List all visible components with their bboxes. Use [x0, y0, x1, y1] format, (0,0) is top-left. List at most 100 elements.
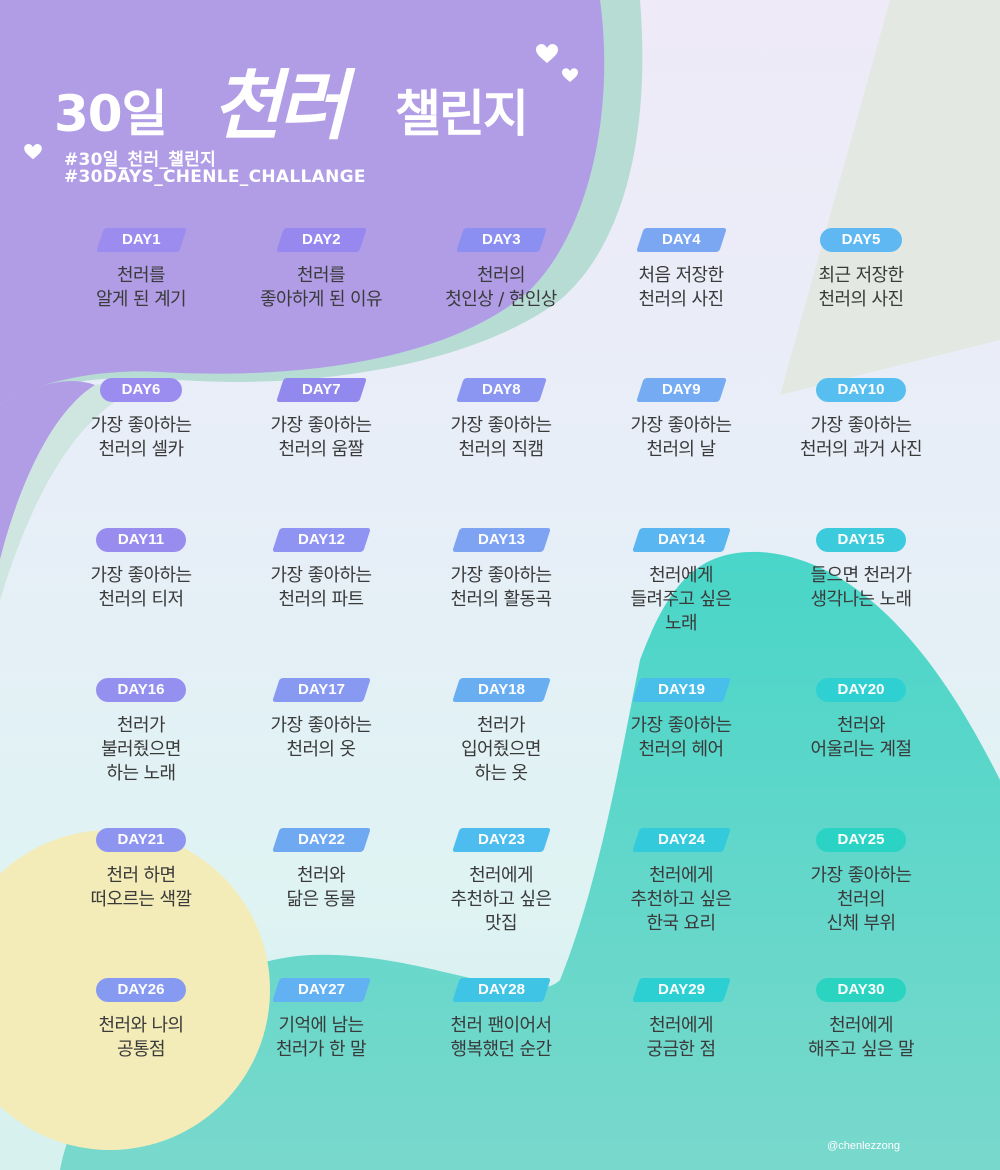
day-topic-line: 천러가 [117, 715, 165, 736]
day-card: DAY5 최근 저장한 천러의 사진 [771, 228, 951, 312]
day-topic: 가장 좋아하는 천러의 과거 사진 [771, 414, 951, 462]
day-topic-line: 불러줬으면 [101, 739, 181, 760]
day-badge: DAY16 [95, 678, 187, 702]
day-topic-line: 어울리는 계절 [810, 739, 912, 760]
day-topic-line: 신체 부위 [826, 913, 897, 934]
day-topic-line: 천러의 셀카 [98, 439, 185, 460]
day-topic-line: 노래 [665, 613, 698, 634]
day-topic: 천러를 좋아하게 된 이유 [231, 264, 411, 312]
hashtag-english: #30DAYS_CHENLE_CHALLANGE [64, 167, 366, 187]
day-topic-line: 해주고 싶은 말 [807, 1039, 915, 1060]
day-topic: 가장 좋아하는 천러의 직캠 [411, 414, 591, 462]
day-badge: DAY9 [635, 378, 727, 402]
day-card: DAY20 천러와 어울리는 계절 [771, 678, 951, 762]
day-label: DAY2 [301, 231, 341, 248]
day-topic-line: 맛집 [485, 913, 518, 934]
day-topic-line: 천러에게 [469, 865, 533, 886]
day-badge: DAY11 [95, 528, 187, 552]
day-topic-line: 천러의 헤어 [638, 739, 725, 760]
day-badge: DAY4 [635, 228, 727, 252]
day-badge: DAY5 [819, 228, 903, 252]
day-badge: DAY2 [275, 228, 367, 252]
day-topic-line: 천러의 사진 [638, 289, 725, 310]
day-topic-line: 천러의 [837, 889, 885, 910]
day-badge: DAY13 [451, 528, 551, 552]
day-topic-line: 천러와 나의 [98, 1015, 185, 1036]
day-badge: DAY21 [95, 828, 187, 852]
heart-icon [24, 144, 42, 160]
day-label: DAY28 [477, 981, 525, 998]
day-card: DAY23 천러에게 추천하고 싶은 맛집 [411, 828, 591, 936]
day-topic: 천러 하면 떠오르는 색깔 [51, 864, 231, 912]
day-topic-line: 가장 좋아하는 [90, 415, 192, 436]
title-chenle: 천러 [212, 61, 348, 150]
day-topic-line: 천러의 날 [646, 439, 717, 460]
day-label: DAY23 [477, 831, 525, 848]
day-badge: DAY1 [95, 228, 187, 252]
day-badge: DAY24 [631, 828, 731, 852]
day-badge: DAY10 [815, 378, 907, 402]
mint-strip [0, 379, 160, 600]
day-topic-line: 처음 저장한 [638, 265, 725, 286]
day-topic: 가장 좋아하는 천러의 티저 [51, 564, 231, 612]
day-badge: DAY6 [99, 378, 183, 402]
title-challenge: 챌린지 [395, 85, 529, 143]
credit-handle: @chenlezzong [827, 1140, 900, 1152]
day-topic-line: 가장 좋아하는 [630, 715, 732, 736]
day-badge: DAY8 [455, 378, 547, 402]
day-topic: 천러를 알게 된 계기 [51, 264, 231, 312]
day-card: DAY25 가장 좋아하는 천러의 신체 부위 [771, 828, 951, 936]
day-label: DAY1 [121, 231, 161, 248]
day-topic-line: 가장 좋아하는 [270, 415, 372, 436]
day-label: DAY14 [657, 531, 705, 548]
day-label: DAY17 [297, 681, 345, 698]
day-label: DAY8 [481, 381, 521, 398]
day-topic-line: 천러가 한 말 [275, 1039, 367, 1060]
day-topic-line: 천러의 직캠 [458, 439, 545, 460]
day-badge: DAY22 [271, 828, 371, 852]
day-card: DAY3 천러의 첫인상 / 현인상 [411, 228, 591, 312]
day-topic: 가장 좋아하는 천러의 파트 [231, 564, 411, 612]
title-30days: 30일 [54, 85, 168, 143]
day-topic-line: 생각나는 노래 [810, 589, 912, 610]
day-badge: DAY30 [815, 978, 907, 1002]
day-card: DAY29 천러에게 궁금한 점 [591, 978, 771, 1062]
day-badge: DAY14 [631, 528, 731, 552]
day-topic-line: 천러 팬이어서 [450, 1015, 552, 1036]
day-label: DAY6 [121, 381, 161, 398]
day-topic-line: 천러 하면 [106, 865, 177, 886]
day-badge: DAY7 [275, 378, 367, 402]
day-card: DAY10 가장 좋아하는 천러의 과거 사진 [771, 378, 951, 462]
day-topic: 가장 좋아하는 천러의 움짤 [231, 414, 411, 462]
day-card: DAY18 천러가 입어줬으면 하는 옷 [411, 678, 591, 786]
day-topic-line: 들려주고 싶은 [630, 589, 732, 610]
day-topic-line: 가장 좋아하는 [270, 565, 372, 586]
day-topic-line: 천러의 옷 [286, 739, 357, 760]
day-topic-line: 천러와 [837, 715, 885, 736]
day-label: DAY19 [657, 681, 705, 698]
day-card: DAY15 들으면 천러가 생각나는 노래 [771, 528, 951, 612]
heart-icon [562, 68, 578, 83]
day-topic-line: 하는 노래 [106, 763, 177, 784]
day-topic-line: 닮은 동물 [286, 889, 357, 910]
day-card: DAY11 가장 좋아하는 천러의 티저 [51, 528, 231, 612]
day-topic-line: 가장 좋아하는 [270, 715, 372, 736]
day-label: DAY10 [837, 381, 885, 398]
day-card: DAY7 가장 좋아하는 천러의 움짤 [231, 378, 411, 462]
day-topic-line: 기억에 남는 [278, 1015, 365, 1036]
day-topic: 천러와 나의 공통점 [51, 1014, 231, 1062]
day-label: DAY13 [477, 531, 525, 548]
day-badge: DAY28 [451, 978, 551, 1002]
day-label: DAY29 [657, 981, 705, 998]
day-card: DAY28 천러 팬이어서 행복했던 순간 [411, 978, 591, 1062]
day-topic-line: 천러와 [297, 865, 345, 886]
day-topic-line: 천러에게 [649, 565, 713, 586]
